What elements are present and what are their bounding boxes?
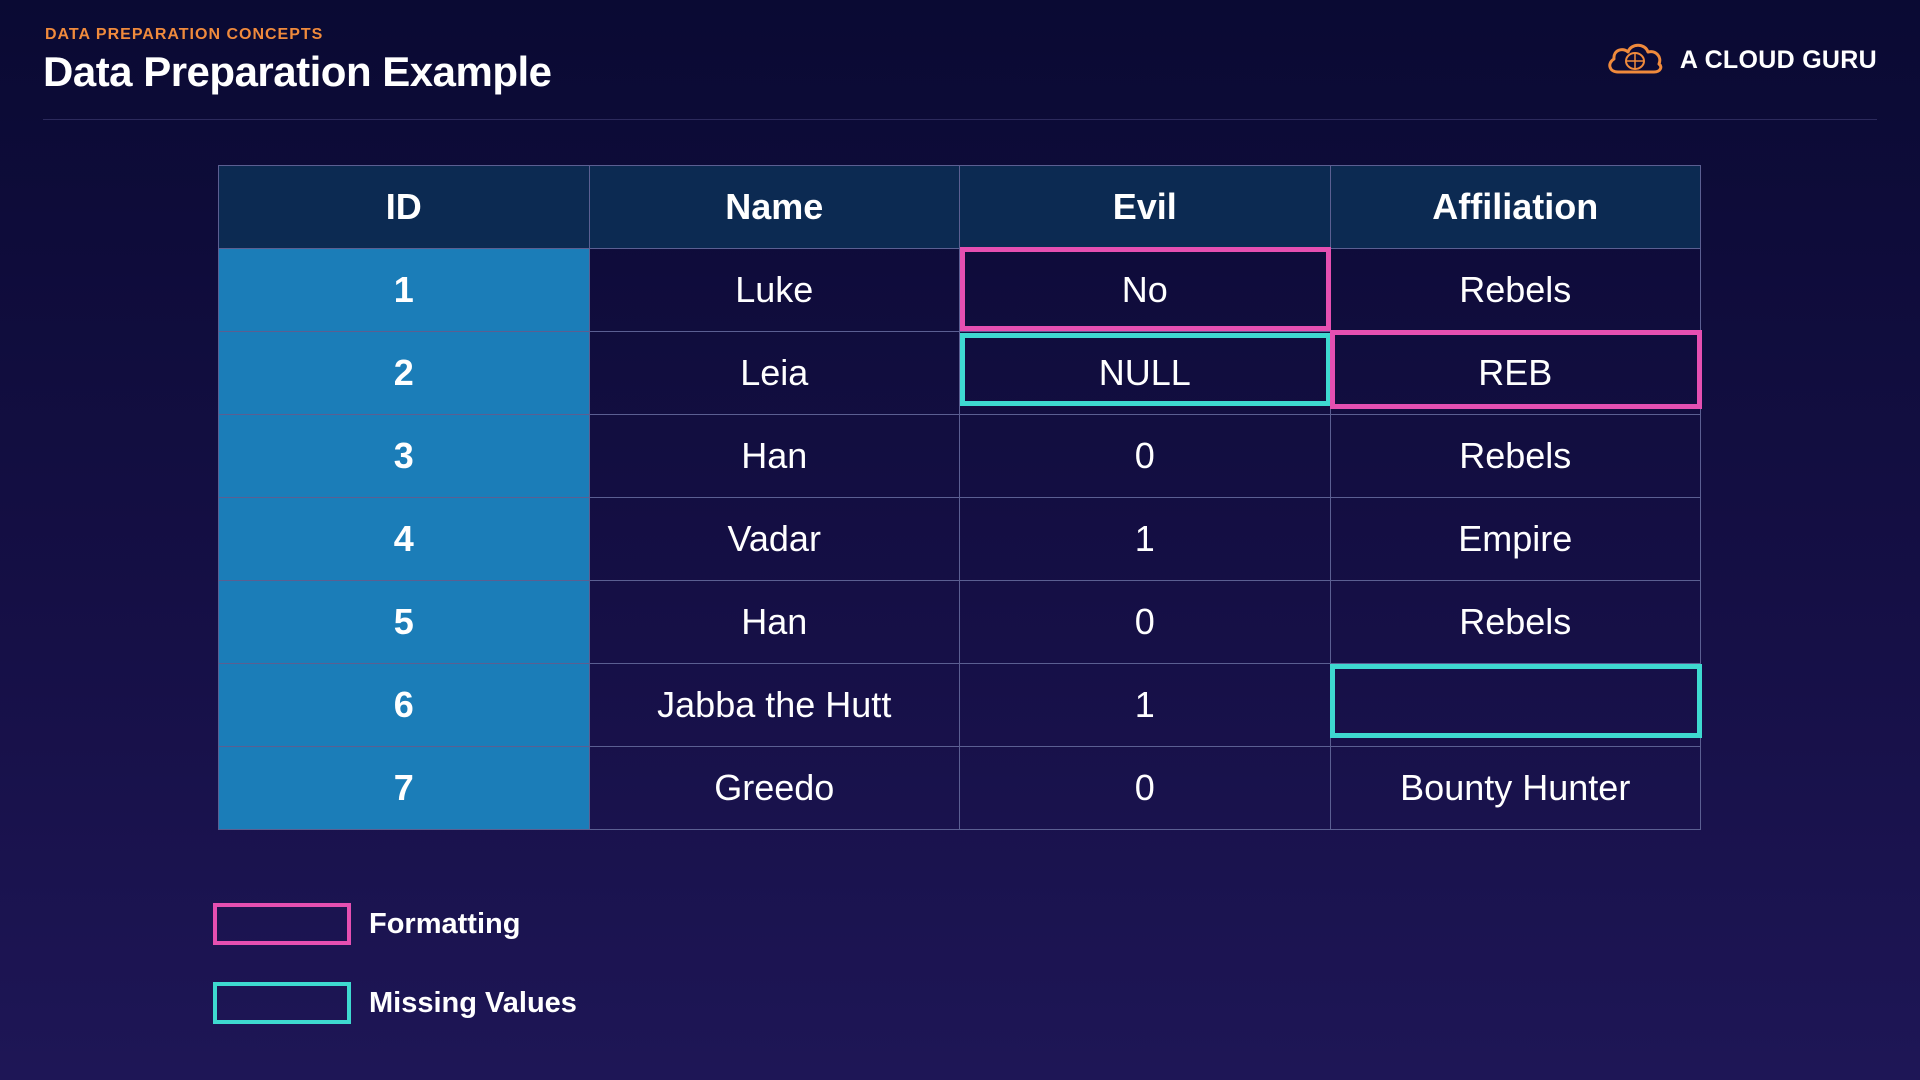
cell-name: Leia <box>588 331 960 415</box>
table-row: 7 Greedo 0 Bounty Hunter <box>218 746 1701 830</box>
cell-affiliation: REB <box>1329 331 1701 415</box>
table-header-row: ID Name Evil Affiliation <box>218 165 1701 249</box>
table-row: 6 Jabba the Hutt 1 <box>218 663 1701 747</box>
legend-missing-values: Missing Values <box>213 982 577 1024</box>
table-row: 5 Han 0 Rebels <box>218 580 1701 664</box>
cell-id: 7 <box>218 746 590 830</box>
cell-evil: 0 <box>959 746 1331 830</box>
column-header-evil: Evil <box>959 165 1331 249</box>
table-row: 2 Leia NULL REB <box>218 331 1701 415</box>
brand-name: A CLOUD GURU <box>1679 45 1877 74</box>
missing-values-swatch <box>213 982 351 1024</box>
cell-evil: 1 <box>959 663 1331 747</box>
cell-name: Jabba the Hutt <box>588 663 960 747</box>
cell-name: Han <box>588 580 960 664</box>
cell-id: 2 <box>218 331 590 415</box>
cell-evil: NULL <box>959 331 1331 415</box>
column-header-name: Name <box>588 165 960 249</box>
legend-missing-label: Missing Values <box>369 986 577 1019</box>
cell-name: Han <box>588 414 960 498</box>
cell-affiliation: Rebels <box>1329 414 1701 498</box>
table-row: 3 Han 0 Rebels <box>218 414 1701 498</box>
cell-id: 4 <box>218 497 590 581</box>
cell-affiliation: Rebels <box>1329 580 1701 664</box>
eyebrow-label: DATA PREPARATION CONCEPTS <box>45 26 324 43</box>
cell-id: 1 <box>218 248 590 332</box>
table-row: 4 Vadar 1 Empire <box>218 497 1701 581</box>
cell-evil: 0 <box>959 580 1331 664</box>
table-row: 1 Luke No Rebels <box>218 248 1701 332</box>
cell-id: 5 <box>218 580 590 664</box>
cloud-icon <box>1604 38 1666 83</box>
cell-name: Greedo <box>588 746 960 830</box>
legend-formatting: Formatting <box>213 903 520 945</box>
cell-evil: 0 <box>959 414 1331 498</box>
cell-name: Vadar <box>588 497 960 581</box>
legend-formatting-label: Formatting <box>369 907 521 940</box>
page-title: Data Preparation Example <box>43 48 552 95</box>
header-divider <box>43 119 1877 120</box>
cell-evil: 1 <box>959 497 1331 581</box>
column-header-affiliation: Affiliation <box>1329 165 1701 249</box>
cell-evil: No <box>959 248 1331 332</box>
formatting-swatch <box>213 903 351 945</box>
column-header-id: ID <box>218 165 590 249</box>
brand-logo: A CLOUD GURU <box>1604 40 1877 80</box>
cell-affiliation: Empire <box>1329 497 1701 581</box>
data-table: ID Name Evil Affiliation 1 Luke No Rebel… <box>218 165 1701 830</box>
cell-name: Luke <box>588 248 960 332</box>
cell-affiliation: Rebels <box>1329 248 1701 332</box>
cell-id: 3 <box>218 414 590 498</box>
cell-id: 6 <box>218 663 590 747</box>
cell-affiliation <box>1329 663 1701 747</box>
cell-affiliation: Bounty Hunter <box>1329 746 1701 830</box>
